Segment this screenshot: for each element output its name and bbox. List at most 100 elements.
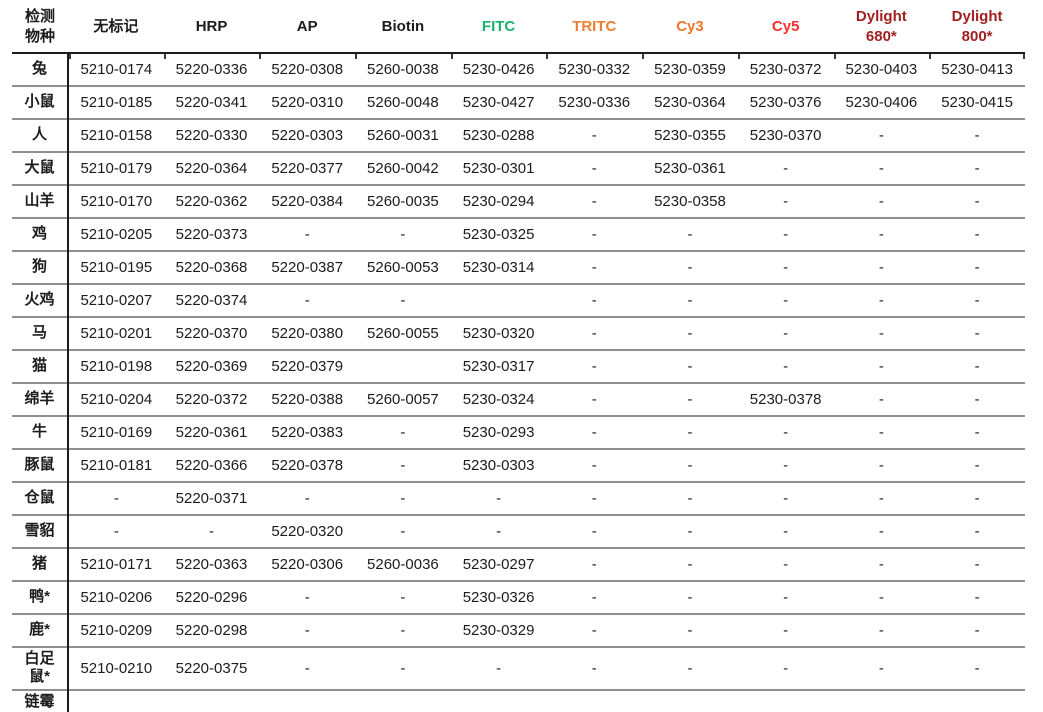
species-cell: 山羊 — [12, 184, 69, 218]
catalog-number-cell: - — [783, 225, 789, 243]
catalog-number-cell: 5210-0185 — [80, 93, 153, 111]
catalog-number-cell: 5220-0371 — [175, 489, 248, 507]
catalog-number-cell: - — [591, 258, 597, 276]
catalog-number-cell: - — [783, 291, 789, 309]
catalog-number-cell: 5230-0358 — [654, 192, 726, 210]
column-header: FITC — [481, 18, 516, 36]
catalog-number-cell: 5210-0181 — [80, 456, 153, 474]
catalog-number-cell: - — [591, 291, 597, 309]
table-row: 鸡 5210-0205 5220-0373 - - 5230-0325 - - - - - — [12, 217, 1025, 251]
catalog-number-cell: - — [974, 357, 980, 375]
catalog-number-cell: - — [974, 225, 980, 243]
catalog-number-cell: 5220-0369 — [175, 357, 248, 375]
catalog-number-cell: 5270-0028 — [451, 690, 547, 712]
table-row: 山羊 5210-0170 5220-0362 5220-0384 5260-0035 52… — [12, 184, 1025, 218]
catalog-number-cell: 5230-0426 — [450, 52, 547, 86]
catalog-number-cell: 5210-0174 — [68, 52, 164, 86]
catalog-number-cell: - — [591, 522, 597, 540]
catalog-number-cell: - — [878, 126, 884, 144]
catalog-number-cell: 5230-0329 — [462, 621, 535, 639]
catalog-number-cell: 5230-0324 — [462, 390, 535, 408]
catalog-number-cell: - — [974, 489, 980, 507]
species-cell: 绵羊 — [12, 382, 69, 416]
catalog-number-cell: - — [974, 324, 980, 342]
catalog-number-cell: 5270-0023 — [738, 690, 834, 712]
catalog-number-cell: - — [546, 690, 642, 712]
table-row: 马 5210-0201 5220-0370 5220-0380 5260-0055 523… — [12, 316, 1025, 350]
table-header: 检测 物种 无标记 HRP AP Biotin FITC TRITC Cy3 Cy5 Dyligh… — [12, 2, 1025, 53]
catalog-number-cell: - — [783, 423, 789, 441]
catalog-number-cell: - — [496, 522, 502, 540]
catalog-number-cell: - — [878, 357, 884, 375]
table-row: 豚鼠 5210-0181 5220-0366 5220-0378 - 5230-0303 -… — [12, 448, 1025, 482]
catalog-number-cell: - — [974, 522, 980, 540]
catalog-number-cell: - — [878, 291, 884, 309]
catalog-number-cell: - — [783, 621, 789, 639]
column-header: AP — [296, 18, 318, 36]
antibody-catalog-table: 检测 物种 无标记 HRP AP Biotin FITC TRITC Cy3 Cy5 Dyligh… — [12, 2, 1025, 712]
catalog-number-cell: - — [974, 126, 980, 144]
table-body: 兔 5210-0174 5220-0336 5220-0308 5260-0038 523… — [12, 52, 1025, 712]
catalog-number-cell: 5220-0378 — [271, 456, 344, 474]
catalog-number-cell: 5210-0171 — [80, 555, 153, 573]
table-row: 牛 5210-0169 5220-0361 5220-0383 - 5230-0293 - -… — [12, 415, 1025, 449]
catalog-number-cell: - — [687, 357, 693, 375]
catalog-number-cell: - — [68, 690, 164, 712]
catalog-number-cell: 5210-0206 — [80, 588, 153, 606]
catalog-number-cell: - — [783, 357, 789, 375]
catalog-number-cell: 5210-0158 — [80, 126, 153, 144]
catalog-number-cell: - — [591, 489, 597, 507]
table-row: 链霉亲和素-5270-00295270-0030-5270-0028-5270-… — [12, 690, 1025, 712]
catalog-number-cell: - — [687, 324, 693, 342]
catalog-number-cell: 5210-0170 — [80, 192, 153, 210]
catalog-number-cell: 5220-0306 — [271, 555, 344, 573]
catalog-number-cell: - — [687, 258, 693, 276]
catalog-number-cell: 5220-0384 — [271, 192, 344, 210]
catalog-number-cell: - — [209, 522, 215, 540]
catalog-number-cell: - — [591, 192, 597, 210]
species-cell: 猪 — [12, 547, 69, 581]
catalog-number-cell: - — [974, 390, 980, 408]
catalog-number-cell: - — [687, 291, 693, 309]
catalog-number-cell: 5220-0363 — [175, 555, 248, 573]
catalog-number-cell: 5220-0362 — [175, 192, 248, 210]
catalog-number-cell: - — [783, 522, 789, 540]
catalog-number-cell: 5220-0364 — [175, 159, 248, 177]
catalog-number-cell: - — [687, 390, 693, 408]
catalog-number-cell: - — [400, 489, 406, 507]
catalog-number-cell: - — [591, 126, 597, 144]
catalog-number-cell: - — [304, 659, 310, 677]
catalog-number-cell: 5220-0372 — [175, 390, 248, 408]
column-header: Cy3 — [676, 18, 704, 36]
catalog-number-cell: 5220-0308 — [259, 52, 356, 86]
species-cell: 鸡 — [12, 217, 69, 251]
catalog-number-cell: - — [400, 588, 406, 606]
catalog-number-cell: 5220-0374 — [175, 291, 248, 309]
catalog-number-cell: - — [878, 489, 884, 507]
catalog-number-cell: - — [400, 456, 406, 474]
column-header: Cy5 — [771, 18, 800, 36]
catalog-number-cell: - — [400, 621, 406, 639]
catalog-number-cell: - — [878, 621, 884, 639]
catalog-number-cell: 5230-0294 — [462, 192, 535, 210]
catalog-number-cell: - — [974, 659, 980, 677]
catalog-number-cell: 5230-0403 — [833, 52, 930, 86]
catalog-number-cell: - — [783, 659, 789, 677]
table-row: 鸭* 5210-0206 5220-0296 - - 5230-0326 - - - - - — [12, 580, 1025, 614]
column-header: HRP — [195, 18, 228, 36]
catalog-number-cell: 5270-0022 — [642, 690, 738, 712]
table-row: 雪貂 - - 5220-0320 - - - - - - - — [12, 514, 1025, 548]
catalog-number-cell: 5220-0370 — [175, 324, 248, 342]
catalog-number-cell: 5260-0031 — [367, 126, 439, 144]
header-row: 检测 物种 无标记 HRP AP Biotin FITC TRITC Cy3 Cy5 Dyligh… — [12, 2, 1025, 53]
catalog-number-cell: 5230-0301 — [462, 159, 535, 177]
catalog-number-cell: 5230-0427 — [462, 93, 535, 111]
catalog-number-cell: - — [974, 621, 980, 639]
species-cell: 人 — [12, 118, 69, 152]
catalog-number-cell: - — [974, 159, 980, 177]
catalog-number-cell: 5210-0204 — [80, 390, 153, 408]
catalog-number-cell: - — [687, 522, 693, 540]
table-row: 人 5210-0158 5220-0330 5220-0303 5260-0031 523… — [12, 118, 1025, 152]
catalog-number-cell: 5230-0355 — [654, 126, 726, 144]
